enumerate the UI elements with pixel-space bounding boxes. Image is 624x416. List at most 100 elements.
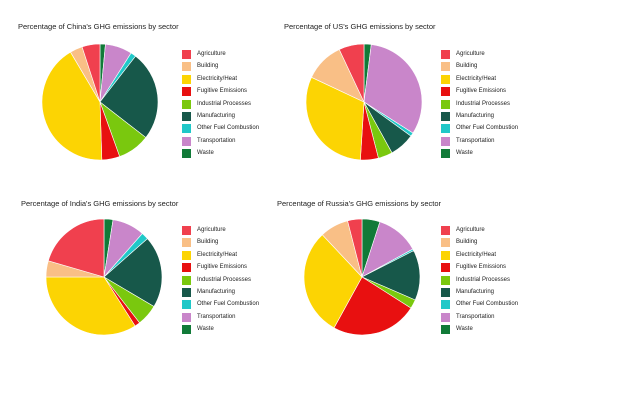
legend-item-building: Building bbox=[182, 238, 292, 248]
legend-item-agriculture: Agriculture bbox=[182, 226, 292, 235]
pie-chart bbox=[41, 43, 159, 161]
legend-item-agriculture: Agriculture bbox=[441, 226, 551, 235]
legend-swatch bbox=[441, 288, 450, 297]
legend-swatch bbox=[182, 288, 191, 297]
legend-item-fugitive-emissions: Fugitive Emissions bbox=[441, 87, 551, 97]
legend-swatch bbox=[441, 136, 450, 146]
legend-label: Fugitive Emissions bbox=[456, 88, 507, 95]
legend-label: Other Fuel Combustion bbox=[197, 125, 260, 132]
legend-item-other-fuel-combustion: Other Fuel Combustion bbox=[441, 300, 551, 310]
legend-swatch bbox=[441, 74, 450, 84]
legend-swatch bbox=[182, 50, 191, 59]
legend-swatch bbox=[182, 124, 191, 134]
legend-swatch bbox=[182, 74, 191, 84]
legend-item-transportation: Transportation bbox=[441, 312, 551, 322]
legend-item-fugitive-emissions: Fugitive Emissions bbox=[182, 263, 292, 273]
legend-swatch bbox=[182, 275, 191, 285]
legend-item-other-fuel-combustion: Other Fuel Combustion bbox=[182, 124, 292, 134]
legend-label: Agriculture bbox=[456, 227, 485, 233]
legend-item-fugitive-emissions: Fugitive Emissions bbox=[182, 87, 292, 97]
legend-label: Agriculture bbox=[456, 51, 485, 57]
legend-label: Electricity/Heat bbox=[197, 75, 238, 82]
legend-label: Transportation bbox=[456, 313, 495, 320]
legend-item-industrial-processes: Industrial Processes bbox=[441, 99, 551, 109]
legend-label: Building bbox=[456, 239, 478, 246]
us-chart-panel: Percentage of US's GHG emissions by sect… bbox=[284, 22, 584, 197]
legend-swatch bbox=[441, 250, 450, 260]
legend-swatch bbox=[182, 263, 191, 273]
legend-swatch bbox=[441, 50, 450, 59]
legend-item-manufacturing: Manufacturing bbox=[441, 288, 551, 297]
pie-slice-electricity-heat bbox=[303, 234, 363, 329]
legend-item-waste: Waste bbox=[182, 325, 292, 335]
legend-label: Agriculture bbox=[197, 227, 226, 233]
legend-item-electricity-heat: Electricity/Heat bbox=[182, 74, 292, 84]
legend-label: Other Fuel Combustion bbox=[197, 301, 260, 308]
legend-label: Electricity/Heat bbox=[197, 251, 238, 258]
legend-item-electricity-heat: Electricity/Heat bbox=[182, 250, 292, 260]
legend-item-building: Building bbox=[182, 62, 292, 72]
legend-swatch bbox=[441, 62, 450, 72]
legend-label: Building bbox=[197, 63, 219, 70]
pie-slice-manufacturing bbox=[99, 55, 159, 138]
pie-chart bbox=[303, 218, 421, 336]
chart-title: Percentage of US's GHG emissions by sect… bbox=[284, 22, 436, 31]
legend-item-building: Building bbox=[441, 62, 551, 72]
legend-label: Agriculture bbox=[197, 51, 226, 57]
legend-swatch bbox=[182, 238, 191, 248]
legend-item-industrial-processes: Industrial Processes bbox=[441, 275, 551, 285]
legend-swatch bbox=[441, 112, 450, 121]
legend-swatch bbox=[182, 312, 191, 322]
pie-chart bbox=[45, 218, 163, 336]
legend-item-manufacturing: Manufacturing bbox=[441, 112, 551, 121]
legend-label: Waste bbox=[197, 326, 214, 333]
legend-label: Other Fuel Combustion bbox=[456, 301, 519, 308]
legend-label: Fugitive Emissions bbox=[456, 264, 507, 271]
legend-swatch bbox=[182, 112, 191, 121]
legend-item-agriculture: Agriculture bbox=[441, 50, 551, 59]
legend-swatch bbox=[182, 87, 191, 97]
legend-label: Manufacturing bbox=[456, 289, 495, 295]
pie-slice-electricity-heat bbox=[305, 76, 365, 161]
legend-swatch bbox=[182, 149, 191, 159]
legend-swatch bbox=[441, 87, 450, 97]
legend-swatch bbox=[441, 263, 450, 273]
legend-item-manufacturing: Manufacturing bbox=[182, 112, 292, 121]
pie-slice-agriculture bbox=[338, 43, 365, 103]
legend-swatch bbox=[182, 325, 191, 335]
legend-item-other-fuel-combustion: Other Fuel Combustion bbox=[182, 300, 292, 310]
legend-item-agriculture: Agriculture bbox=[182, 50, 292, 59]
legend-label: Waste bbox=[456, 326, 473, 333]
legend-item-waste: Waste bbox=[441, 149, 551, 159]
china-chart-panel: Percentage of China's GHG emissions by s… bbox=[18, 22, 318, 197]
legend-item-electricity-heat: Electricity/Heat bbox=[441, 250, 551, 260]
pie-slice-fugitive-emissions bbox=[333, 276, 412, 336]
legend-label: Transportation bbox=[456, 137, 495, 144]
legend-item-manufacturing: Manufacturing bbox=[182, 288, 292, 297]
legend-swatch bbox=[441, 149, 450, 159]
legend-item-fugitive-emissions: Fugitive Emissions bbox=[441, 263, 551, 273]
legend-label: Industrial Processes bbox=[456, 100, 511, 107]
legend-item-industrial-processes: Industrial Processes bbox=[182, 275, 292, 285]
legend-swatch bbox=[441, 238, 450, 248]
legend-item-waste: Waste bbox=[182, 149, 292, 159]
legend-swatch bbox=[182, 62, 191, 72]
legend-label: Waste bbox=[456, 150, 473, 157]
legend-label: Manufacturing bbox=[197, 113, 236, 119]
legend-label: Electricity/Heat bbox=[456, 251, 497, 258]
legend-label: Building bbox=[197, 239, 219, 246]
legend-label: Industrial Processes bbox=[197, 100, 252, 107]
pie-slice-manufacturing bbox=[361, 250, 421, 301]
legend-label: Transportation bbox=[197, 137, 236, 144]
chart-title: Percentage of India's GHG emissions by s… bbox=[21, 199, 179, 208]
legend-item-transportation: Transportation bbox=[441, 136, 551, 146]
pie-slice-electricity-heat bbox=[41, 51, 103, 161]
legend-item-other-fuel-combustion: Other Fuel Combustion bbox=[441, 124, 551, 134]
legend-item-building: Building bbox=[441, 238, 551, 248]
legend-label: Fugitive Emissions bbox=[197, 264, 248, 271]
legend-item-electricity-heat: Electricity/Heat bbox=[441, 74, 551, 84]
legend-swatch bbox=[182, 250, 191, 260]
legend-label: Other Fuel Combustion bbox=[456, 125, 519, 132]
legend-swatch bbox=[441, 99, 450, 109]
